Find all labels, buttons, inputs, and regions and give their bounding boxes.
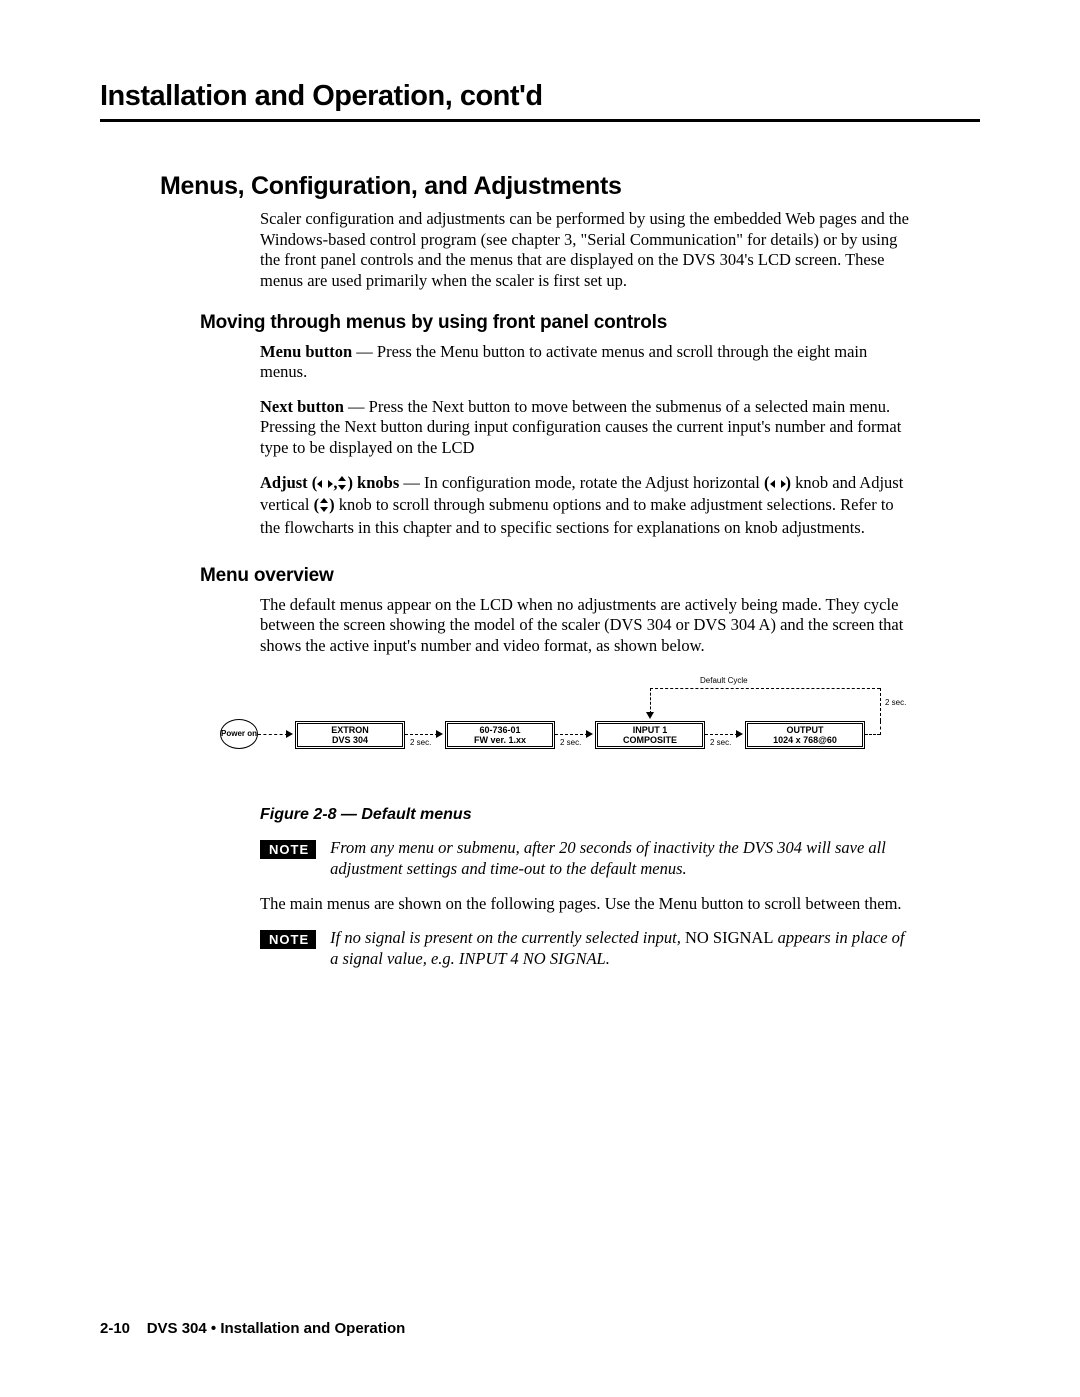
note-block: NOTE If no signal is present on the curr… xyxy=(260,928,910,969)
horiz-arrow-icon xyxy=(317,475,333,496)
arrow-icon xyxy=(586,730,593,738)
dash-connector xyxy=(865,734,880,735)
arrow-icon xyxy=(286,730,293,738)
footer-page-number: 2-10 xyxy=(100,1320,130,1337)
arrow-icon xyxy=(736,730,743,738)
dash-connector xyxy=(555,734,588,735)
note-badge: NOTE xyxy=(260,930,316,949)
adjust-text-mid: — In configuration mode, rotate the Adju… xyxy=(399,473,764,492)
dash-connector-v xyxy=(880,721,881,735)
default-cycle-label: Default Cycle xyxy=(700,676,748,685)
box-line2: COMPOSITE xyxy=(598,735,702,745)
default-menus-diagram: Power on EXTRONDVS 304 60-736-01FW ver. … xyxy=(220,676,920,766)
note-block: NOTE From any menu or submenu, after 20 … xyxy=(260,838,910,879)
page-content: Installation and Operation, cont'd Menus… xyxy=(100,80,980,984)
menu-overview-heading: Menu overview xyxy=(200,565,980,587)
next-button-text: — Press the Next button to move between … xyxy=(260,397,901,457)
box-line2: DVS 304 xyxy=(298,735,402,745)
chapter-title: Installation and Operation, cont'd xyxy=(100,80,980,122)
right-label: 2 sec. xyxy=(885,698,906,707)
next-button-paragraph: Next button — Press the Next button to m… xyxy=(260,397,910,459)
adjust-label-a: Adjust ( xyxy=(260,473,317,492)
box-line1: EXTRON xyxy=(298,725,402,735)
subsection-heading: Moving through menus by using front pane… xyxy=(200,312,980,334)
figure-caption: Figure 2-8 — Default menus xyxy=(260,806,980,824)
arrow-down-icon xyxy=(646,712,654,719)
dash-connector xyxy=(258,734,288,735)
note2-upright: NO SIGNAL xyxy=(685,928,773,947)
next-button-label: Next button xyxy=(260,397,344,416)
box-line1: 60-736-01 xyxy=(448,725,552,735)
diagram-box-extron: EXTRONDVS 304 xyxy=(295,721,405,749)
adjust-knobs-paragraph: Adjust (,) knobs — In configuration mode… xyxy=(260,473,910,539)
diagram-box-output: OUTPUT1024 x 768@60 xyxy=(745,721,865,749)
dash-connector xyxy=(705,734,738,735)
post-note-paragraph: The main menus are shown on the followin… xyxy=(260,894,910,915)
box-line2: 1024 x 768@60 xyxy=(748,735,862,745)
note2-a: If no signal is present on the currently… xyxy=(330,928,685,947)
dash-connector-v xyxy=(650,688,651,714)
arrow-icon xyxy=(436,730,443,738)
box-line2: FW ver. 1.xx xyxy=(448,735,552,745)
menu-button-text: — Press the Menu button to activate menu… xyxy=(260,342,867,382)
dash-connector xyxy=(405,734,438,735)
dash-connector-v xyxy=(880,688,881,721)
adjust-text-tail: knob to scroll through submenu options a… xyxy=(260,495,894,537)
horiz-arrow-icon xyxy=(770,475,786,496)
intro-paragraph: Scaler configuration and adjustments can… xyxy=(260,209,910,292)
section-heading: Menus, Configuration, and Adjustments xyxy=(160,172,980,201)
box-line1: INPUT 1 xyxy=(598,725,702,735)
overview-paragraph: The default menus appear on the LCD when… xyxy=(260,595,910,657)
box-line1: OUTPUT xyxy=(748,725,862,735)
diagram-box-input: INPUT 1COMPOSITE xyxy=(595,721,705,749)
dash-connector xyxy=(650,688,880,689)
note-text: From any menu or submenu, after 20 secon… xyxy=(330,838,910,879)
gap-label: 2 sec. xyxy=(410,738,431,747)
adjust-label-b: ) knobs xyxy=(347,473,399,492)
menu-button-paragraph: Menu button — Press the Menu button to a… xyxy=(260,342,910,383)
gap-label: 2 sec. xyxy=(560,738,581,747)
gap-label: 2 sec. xyxy=(710,738,731,747)
footer-title: DVS 304 • Installation and Operation xyxy=(147,1320,406,1337)
power-on-oval: Power on xyxy=(220,719,258,749)
vert-arrow-icon xyxy=(337,475,347,496)
note-text: If no signal is present on the currently… xyxy=(330,928,910,969)
menu-button-label: Menu button xyxy=(260,342,352,361)
vert-arrow-icon xyxy=(319,497,329,518)
page-footer: 2-10 DVS 304 • Installation and Operatio… xyxy=(100,1320,405,1337)
note-badge: NOTE xyxy=(260,840,316,859)
diagram-box-fw: 60-736-01FW ver. 1.xx xyxy=(445,721,555,749)
